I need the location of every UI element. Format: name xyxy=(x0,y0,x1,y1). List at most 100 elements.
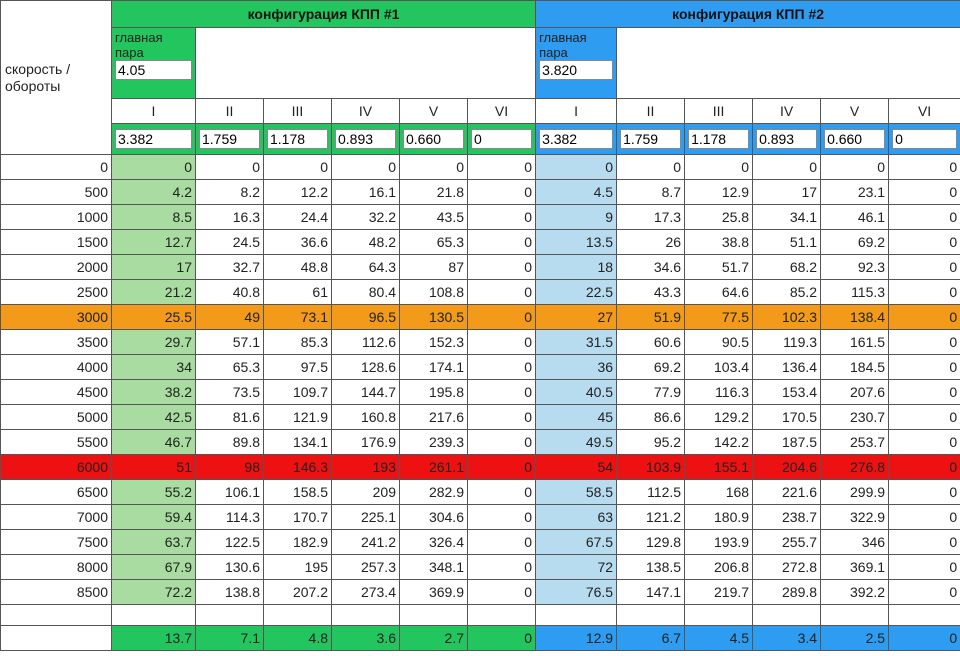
config1-speed-cell: 195.8 xyxy=(399,379,468,405)
config1-speed-cell: 8.2 xyxy=(195,179,264,205)
config1-gear-ratio-input-5[interactable] xyxy=(403,129,464,149)
config2-speed-cell: 136.4 xyxy=(752,354,822,380)
config2-title: конфигурация КПП #2 xyxy=(535,0,960,28)
rpm-cell: 6500 xyxy=(0,479,112,505)
config1-main-pair-label: главная пара xyxy=(115,30,163,60)
config2-speed-cell: 95.2 xyxy=(616,429,686,455)
config1-speed-cell: 34 xyxy=(111,354,196,380)
config2-speed-cell: 299.9 xyxy=(820,479,890,505)
config1-gear-header-3: III xyxy=(263,98,332,124)
config2-speed-cell: 153.4 xyxy=(752,379,822,405)
config1-gear-ratio-input-3[interactable] xyxy=(267,129,328,149)
table-row: 7500 63.7 122.5 182.9 241.2 326.4 0 67.5 129.8 19… xyxy=(0,529,960,555)
config1-gear-header-4: IV xyxy=(331,98,400,124)
config1-gear-ratio-input-2[interactable] xyxy=(199,129,260,149)
config1-speed-cell: 0 xyxy=(466,529,537,555)
config1-footer-cell: 0 xyxy=(466,625,537,651)
config1-gear-ratio-input-6[interactable] xyxy=(471,129,533,149)
config2-speed-cell: 206.8 xyxy=(684,554,754,580)
table-row: 500 4.2 8.2 12.2 16.1 21.8 0 4.5 8.7 12.9 17 23.1 0 xyxy=(0,179,960,205)
config1-ratio-cell xyxy=(111,123,196,155)
config1-speed-cell: 0 xyxy=(466,304,537,330)
config2-speed-cell: 17.3 xyxy=(616,204,686,230)
config1-speed-cell: 40.8 xyxy=(195,279,264,305)
config2-speed-cell: 31.5 xyxy=(535,329,618,355)
rpm-cell: 4000 xyxy=(0,354,112,380)
rpm-cell: 8500 xyxy=(0,579,112,605)
spacer-cell xyxy=(752,604,822,626)
config1-speed-cell: 146.3 xyxy=(263,454,332,480)
config2-speed-cell: 392.2 xyxy=(820,579,890,605)
config2-speed-cell: 207.6 xyxy=(820,379,890,405)
config1-speed-cell: 17 xyxy=(111,254,196,280)
config2-speed-cell: 289.8 xyxy=(752,579,822,605)
config1-speed-cell: 49 xyxy=(195,304,264,330)
config1-speed-cell: 16.3 xyxy=(195,204,264,230)
rpm-cell: 3000 xyxy=(0,304,112,330)
config1-gear-header-6: VI xyxy=(466,98,537,124)
config1-speed-cell: 98 xyxy=(195,454,264,480)
config2-gear-ratio-input-2[interactable] xyxy=(620,129,682,149)
rpm-cell: 1500 xyxy=(0,229,112,255)
config2-speed-cell: 0 xyxy=(535,154,618,180)
config2-speed-cell: 0 xyxy=(888,279,960,305)
config2-speed-cell: 40.5 xyxy=(535,379,618,405)
spacer-cell xyxy=(888,604,960,626)
config2-main-pair-input[interactable] xyxy=(539,60,614,80)
config2-speed-cell: 138.4 xyxy=(820,304,890,330)
config2-speed-cell: 0 xyxy=(888,554,960,580)
config2-speed-cell: 49.5 xyxy=(535,429,618,455)
config2-gear-ratio-input-4[interactable] xyxy=(756,129,818,149)
config2-blank-area xyxy=(616,27,960,99)
config2-gear-ratio-input-3[interactable] xyxy=(688,129,750,149)
config1-gear-ratio-input-1[interactable] xyxy=(115,129,192,149)
config2-speed-cell: 0 xyxy=(888,479,960,505)
config2-speed-cell: 64.6 xyxy=(684,279,754,305)
spacer-cell xyxy=(535,604,618,626)
config1-speed-cell: 0 xyxy=(466,404,537,430)
rpm-cell: 2500 xyxy=(0,279,112,305)
config2-speed-cell: 43.3 xyxy=(616,279,686,305)
config1-gear-ratio-input-4[interactable] xyxy=(335,129,396,149)
config1-speed-cell: 0 xyxy=(195,154,264,180)
config2-speed-cell: 22.5 xyxy=(535,279,618,305)
config1-speed-cell: 176.9 xyxy=(331,429,400,455)
spacer-cell xyxy=(0,604,112,626)
config2-gear-ratio-input-5[interactable] xyxy=(824,129,886,149)
rpm-cell: 6000 xyxy=(0,454,112,480)
config1-speed-cell: 29.7 xyxy=(111,329,196,355)
config1-speed-cell: 67.9 xyxy=(111,554,196,580)
config2-speed-cell: 276.8 xyxy=(820,454,890,480)
config1-speed-cell: 46.7 xyxy=(111,429,196,455)
config2-speed-cell: 0 xyxy=(888,329,960,355)
config2-footer-cell: 2.5 xyxy=(820,625,890,651)
config1-speed-cell: 0 xyxy=(466,179,537,205)
config2-speed-cell: 68.2 xyxy=(752,254,822,280)
config1-speed-cell: 97.5 xyxy=(263,354,332,380)
config1-speed-cell: 0 xyxy=(466,204,537,230)
config2-speed-cell: 0 xyxy=(888,204,960,230)
config1-speed-cell: 81.6 xyxy=(195,404,264,430)
config2-speed-cell: 138.5 xyxy=(616,554,686,580)
config1-speed-cell: 4.2 xyxy=(111,179,196,205)
config2-speed-cell: 12.9 xyxy=(684,179,754,205)
config2-speed-cell: 112.5 xyxy=(616,479,686,505)
config1-main-pair-input[interactable] xyxy=(115,60,192,80)
config2-speed-cell: 63 xyxy=(535,504,618,530)
config2-speed-cell: 255.7 xyxy=(752,529,822,555)
config2-speed-cell: 67.5 xyxy=(535,529,618,555)
config2-gear-ratio-input-6[interactable] xyxy=(892,129,958,149)
config1-speed-cell: 195 xyxy=(263,554,332,580)
config2-speed-cell: 184.5 xyxy=(820,354,890,380)
config2-gear-ratio-input-1[interactable] xyxy=(539,129,614,149)
config1-speed-cell: 182.9 xyxy=(263,529,332,555)
config1-speed-cell: 0 xyxy=(466,429,537,455)
config2-speed-cell: 0 xyxy=(888,529,960,555)
config2-speed-cell: 142.2 xyxy=(684,429,754,455)
config1-title: конфигурация КПП #1 xyxy=(110,0,537,28)
config1-speed-cell: 72.2 xyxy=(111,579,196,605)
rpm-cell: 3500 xyxy=(0,329,112,355)
table-row: 4000 34 65.3 97.5 128.6 174.1 0 36 69.2 103.4 136.… xyxy=(0,354,960,380)
config1-speed-cell: 24.4 xyxy=(263,204,332,230)
